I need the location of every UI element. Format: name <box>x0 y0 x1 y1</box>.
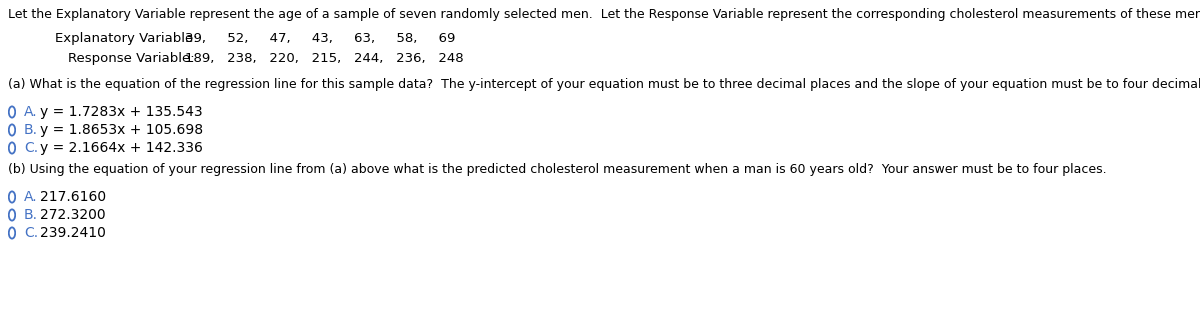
Text: 239.2410: 239.2410 <box>40 226 106 240</box>
Text: B.: B. <box>24 123 38 137</box>
Text: B.: B. <box>24 208 38 222</box>
Text: C.: C. <box>24 226 38 240</box>
Text: 39,     52,     47,     43,     63,     58,     69: 39, 52, 47, 43, 63, 58, 69 <box>185 32 455 45</box>
Text: y = 1.7283x + 135.543: y = 1.7283x + 135.543 <box>40 105 203 119</box>
Text: 272.3200: 272.3200 <box>40 208 106 222</box>
Text: C.: C. <box>24 141 38 155</box>
Text: Explanatory Variable:: Explanatory Variable: <box>55 32 198 45</box>
Text: A.: A. <box>24 190 37 204</box>
Text: A.: A. <box>24 105 37 119</box>
Text: (b) Using the equation of your regression line from (a) above what is the predic: (b) Using the equation of your regressio… <box>8 163 1106 176</box>
Text: Response Variable:: Response Variable: <box>68 52 194 65</box>
Text: y = 2.1664x + 142.336: y = 2.1664x + 142.336 <box>40 141 203 155</box>
Text: Let the Explanatory Variable represent the age of a sample of seven randomly sel: Let the Explanatory Variable represent t… <box>8 8 1200 21</box>
Text: 217.6160: 217.6160 <box>40 190 106 204</box>
Text: y = 1.8653x + 105.698: y = 1.8653x + 105.698 <box>40 123 203 137</box>
Text: 189,   238,   220,   215,   244,   236,   248: 189, 238, 220, 215, 244, 236, 248 <box>185 52 463 65</box>
Text: (a) What is the equation of the regression line for this sample data?  The y-int: (a) What is the equation of the regressi… <box>8 78 1200 91</box>
